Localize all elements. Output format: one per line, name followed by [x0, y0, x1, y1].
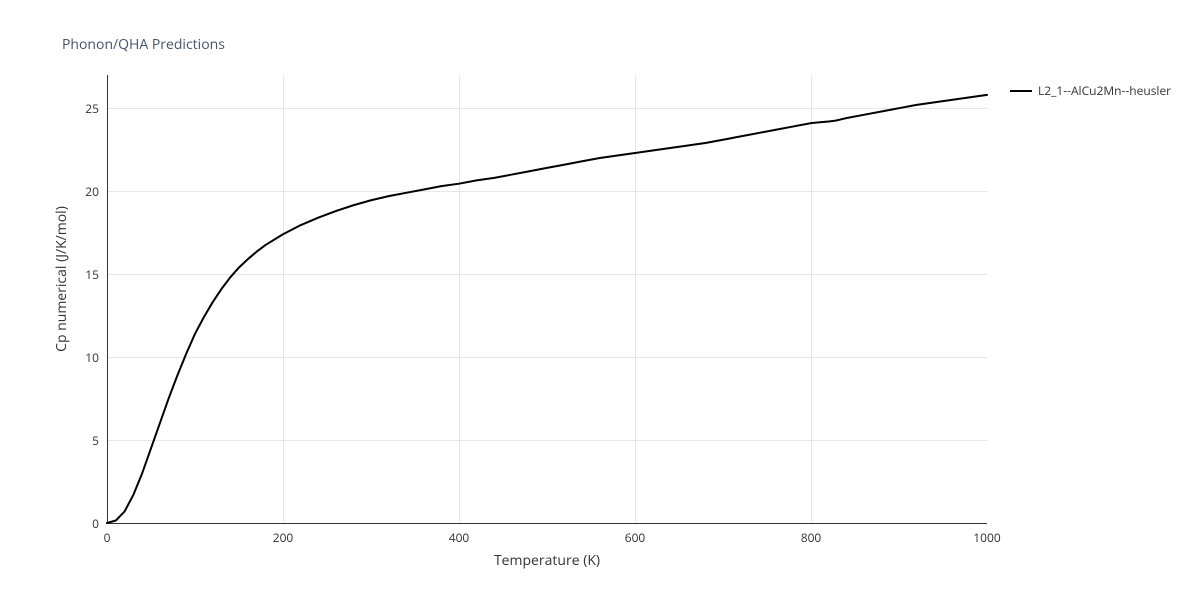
- series-line: [107, 95, 987, 523]
- legend-label: L2_1--AlCu2Mn--heusler: [1038, 82, 1171, 99]
- legend-swatch: [1010, 90, 1032, 92]
- legend: L2_1--AlCu2Mn--heusler: [1010, 82, 1171, 99]
- chart-container: Phonon/QHA Predictions 02004006008001000…: [0, 0, 1200, 600]
